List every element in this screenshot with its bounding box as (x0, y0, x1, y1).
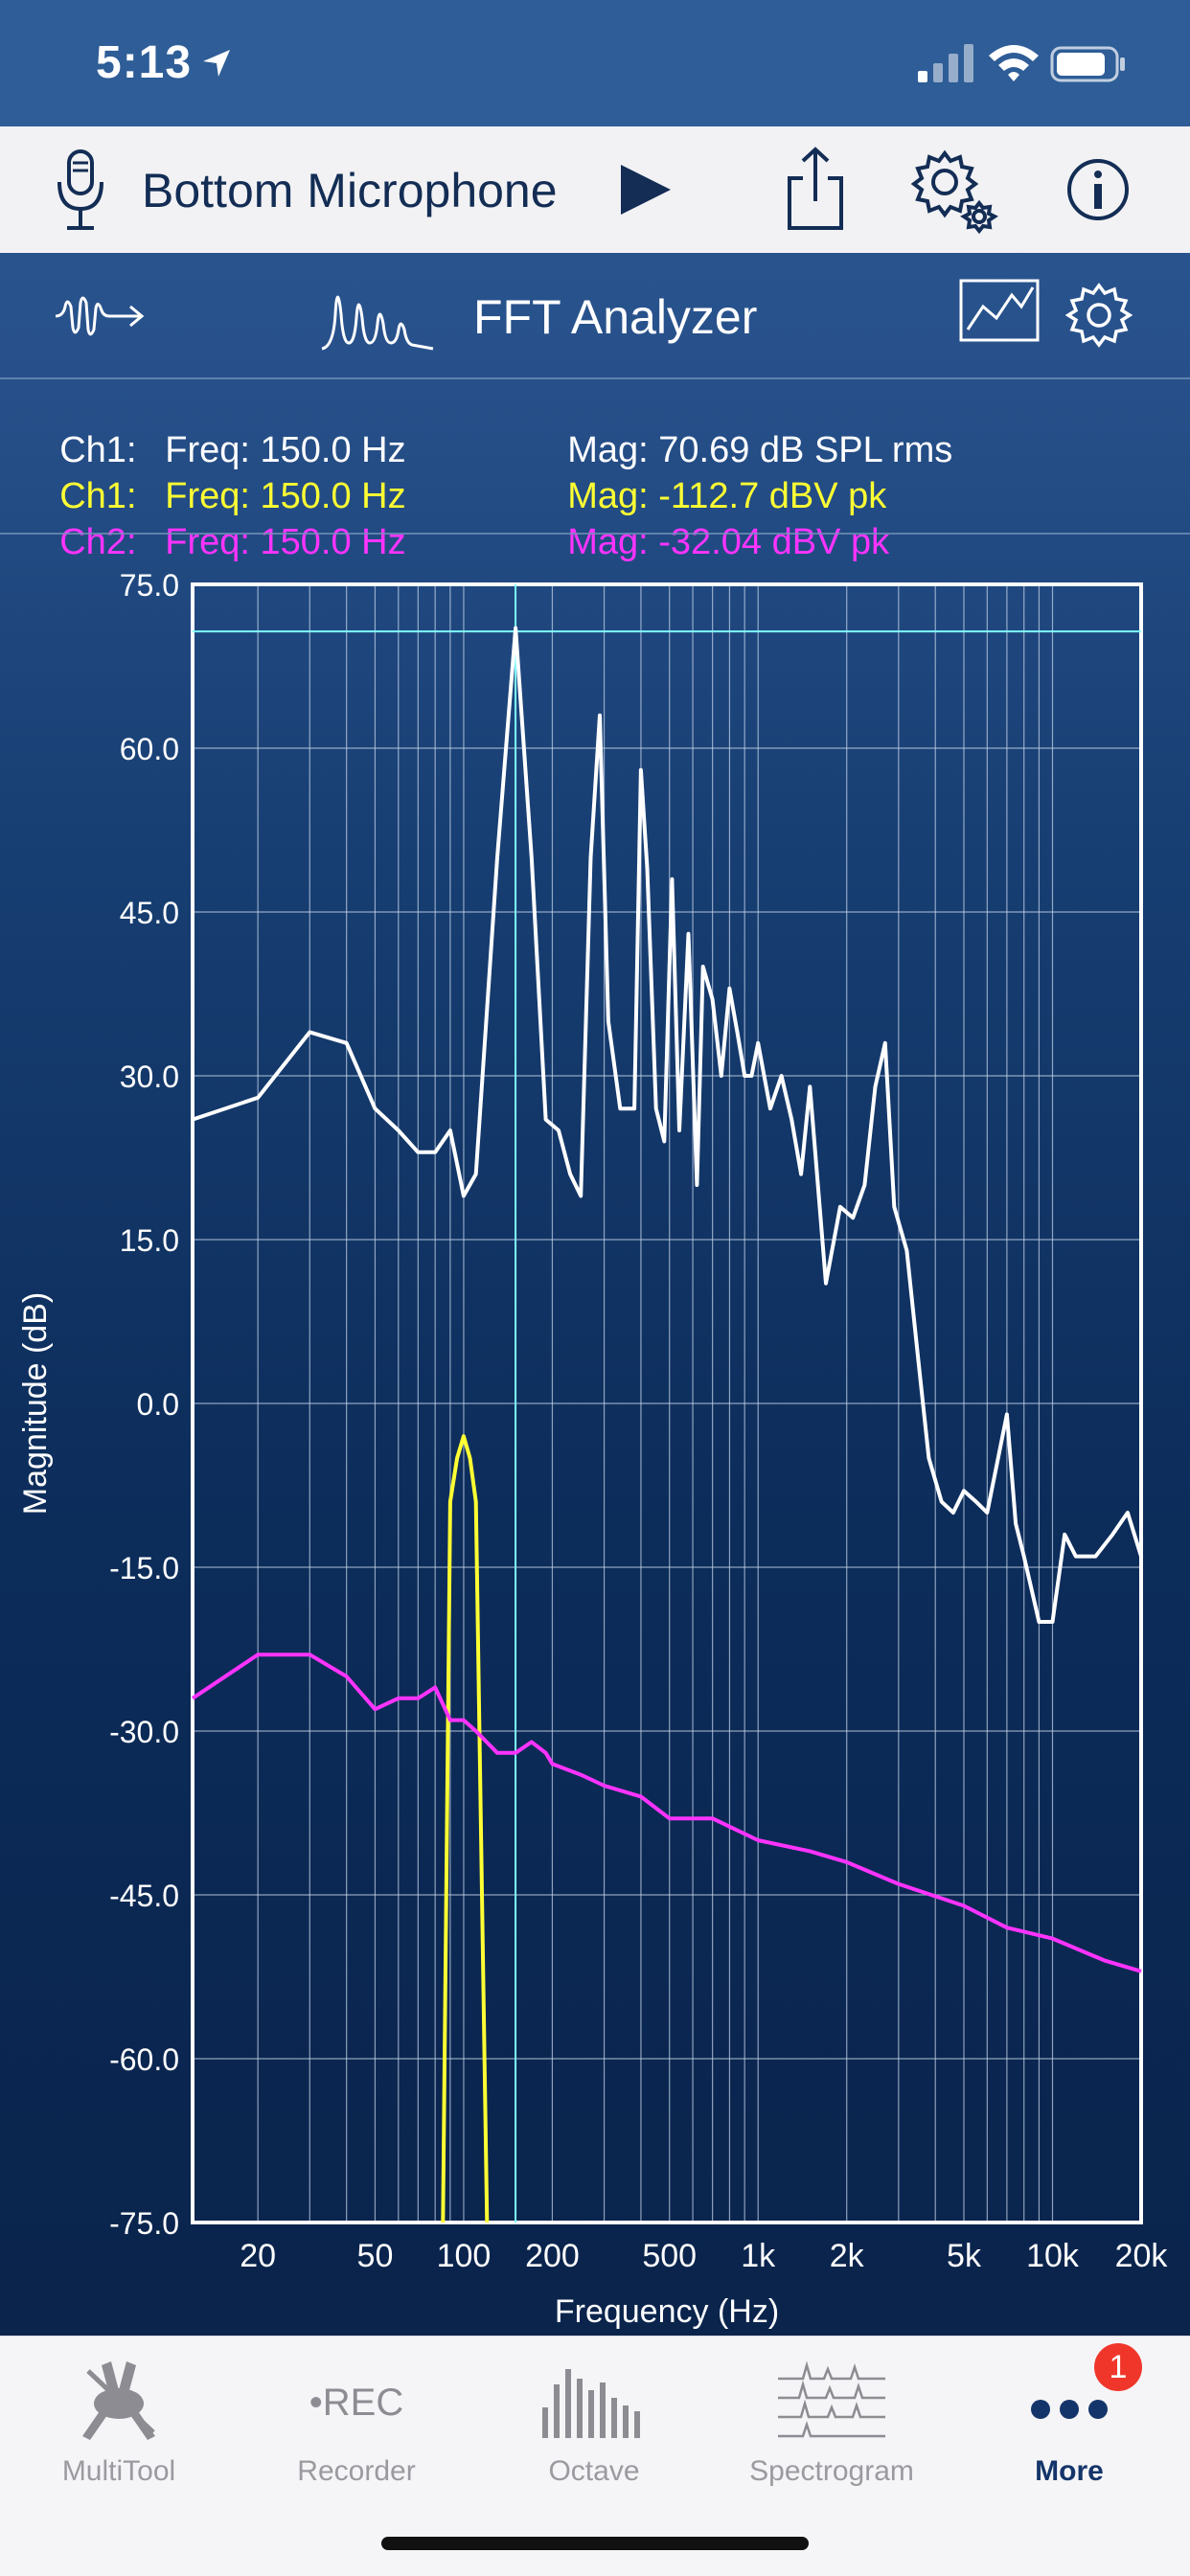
advanced-settings-icon[interactable] (910, 148, 998, 234)
y-tick-label: 75.0 (120, 568, 179, 603)
y-axis-label: Magnitude (dB) (17, 1292, 54, 1515)
tab-label: Recorder (297, 2455, 416, 2487)
readout-magnitude: Mag: -32.04 dBV pk (567, 522, 890, 562)
readout-magnitude: Mag: -112.7 dBV pk (567, 476, 887, 516)
x-tick-label: 20k (1115, 2238, 1169, 2274)
tab-recorder[interactable]: •REC Recorder (238, 2337, 475, 2499)
waveform-icon[interactable] (54, 289, 146, 343)
divider (0, 377, 1190, 379)
x-tick-label: 500 (642, 2238, 697, 2274)
x-axis-label: Frequency (Hz) (555, 2293, 779, 2330)
x-tick-label: 10k (1026, 2238, 1080, 2274)
octave-bars-icon (542, 2369, 640, 2438)
tab-label: Octave (548, 2455, 640, 2487)
tab-spectrogram[interactable]: Spectrogram (713, 2337, 950, 2499)
multitool-icon (82, 2361, 155, 2440)
y-tick-label: 60.0 (120, 732, 179, 766)
play-icon[interactable] (613, 161, 676, 218)
cellular-signal-icon (918, 44, 973, 82)
tab-multitool[interactable]: MultiTool (0, 2337, 238, 2499)
notification-badge: 1 (1094, 2343, 1142, 2391)
rec-icon: •REC (309, 2382, 403, 2424)
microphone-icon[interactable] (54, 148, 107, 232)
input-source-label[interactable]: Bottom Microphone (142, 164, 558, 217)
tab-label: More (1035, 2455, 1104, 2487)
tab-more[interactable]: More (950, 2337, 1188, 2499)
series-ch1-spl (192, 626, 1143, 1624)
divider (0, 533, 1190, 535)
tab-bar: MultiTool •REC Recorder Octave (0, 2336, 1190, 2576)
status-bar: 5:13 (0, 0, 1190, 126)
input-device-bar: Bottom Microphone (0, 126, 1190, 253)
analyzer-title-bar: FFT Analyzer (0, 253, 1190, 377)
readout-channel: Ch2: (59, 522, 137, 562)
location-arrow-icon (203, 50, 230, 77)
fft-icon (321, 295, 434, 351)
tab-label: Spectrogram (749, 2455, 914, 2487)
tab-label: MultiTool (61, 2455, 176, 2487)
info-icon[interactable] (1065, 157, 1131, 222)
tab-octave[interactable]: Octave (475, 2337, 713, 2499)
x-tick-label: 1k (741, 2238, 776, 2274)
y-tick-label: -45.0 (109, 1879, 179, 1913)
readout-channel: Ch1: (59, 476, 137, 516)
spectrogram-icon (778, 2360, 885, 2438)
readout-magnitude: Mag: 70.69 dB SPL rms (567, 430, 953, 470)
readout-row: Ch1: Freq: 150.0 Hz Mag: -112.7 dBV pk (19, 427, 952, 516)
readout-frequency: Freq: 150.0 Hz (165, 522, 406, 562)
y-tick-label: -15.0 (109, 1551, 179, 1585)
gear-icon[interactable] (1065, 282, 1133, 349)
readout-frequency: Freq: 150.0 Hz (165, 430, 406, 470)
page-title: FFT Analyzer (473, 290, 758, 344)
chart-view-icon[interactable] (958, 278, 1041, 343)
series-ch2-dbv (191, 1653, 1142, 1973)
x-tick-label: 100 (437, 2238, 492, 2274)
share-icon[interactable] (784, 146, 847, 232)
readouts-panel: Ch1: Freq: 150.0 Hz Mag: 70.69 dB SPL rms … (19, 381, 952, 562)
plot-frame (191, 582, 1143, 2224)
readout-channel: Ch1: (59, 430, 137, 470)
readout-row: Ch2: Freq: 150.0 Hz Mag: -32.04 dBV pk (19, 473, 952, 562)
y-tick-label: 30.0 (120, 1060, 179, 1094)
x-tick-label: 2k (830, 2238, 865, 2274)
fft-chart[interactable]: 75.0 60.0 45.0 30.0 15.0 0.0 -15.0 -30.0 -45.0 -6… (0, 536, 1190, 2337)
status-time: 5:13 (96, 37, 193, 88)
readout-row: Ch1: Freq: 150.0 Hz Mag: 70.69 dB SPL rms (19, 381, 952, 470)
x-tick-label: 50 (357, 2238, 394, 2274)
rec-icon-text: •REC (309, 2382, 403, 2424)
fft-plot[interactable]: 75.0 60.0 45.0 30.0 15.0 0.0 -15.0 -30.0 -45.0 -6… (0, 536, 1190, 2337)
wifi-icon (989, 45, 1039, 81)
more-dots-icon (1031, 2400, 1108, 2419)
y-tick-label: -60.0 (109, 2042, 179, 2077)
battery-icon (1050, 46, 1125, 82)
y-tick-label: 0.0 (137, 1387, 179, 1422)
home-indicator[interactable] (381, 2537, 809, 2550)
y-tick-label: 15.0 (120, 1223, 179, 1258)
readout-frequency: Freq: 150.0 Hz (165, 476, 406, 516)
y-tick-label: 45.0 (120, 896, 179, 930)
y-tick-label: -30.0 (109, 1715, 179, 1749)
x-tick-label: 200 (525, 2238, 580, 2274)
x-tick-label: 5k (947, 2238, 982, 2274)
x-tick-label: 20 (240, 2238, 276, 2274)
y-tick-label: -75.0 (109, 2206, 179, 2241)
series-ch1-dbv (441, 1434, 490, 2223)
